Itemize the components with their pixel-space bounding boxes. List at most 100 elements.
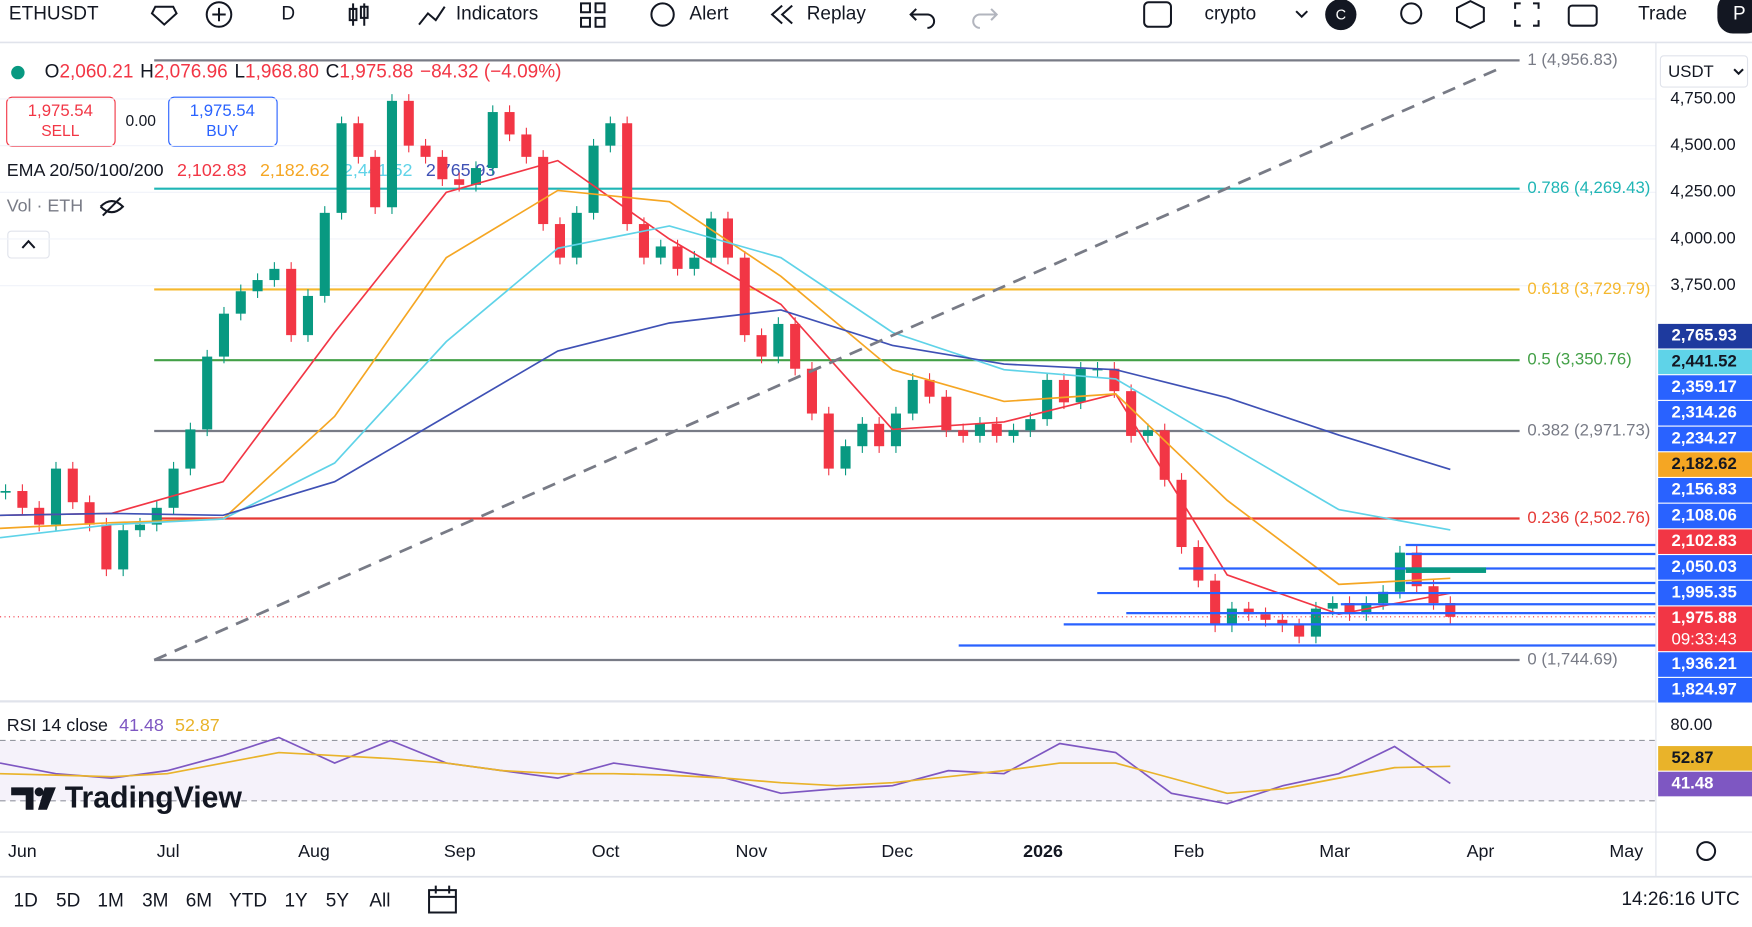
- ema-name: EMA 20/50/100/200: [7, 160, 164, 180]
- price-tag-label: 2,108.06: [1672, 505, 1737, 524]
- undo[interactable]: [909, 8, 936, 29]
- alert-icon: [650, 2, 675, 27]
- redo[interactable]: [972, 8, 999, 29]
- candle: [0, 491, 11, 493]
- range-button[interactable]: 1D: [14, 890, 38, 911]
- avatar[interactable]: C: [1336, 7, 1346, 23]
- replay[interactable]: Replay: [807, 4, 867, 25]
- price-tag: [1658, 606, 1752, 652]
- replay-icon: [770, 4, 793, 25]
- price-tick-label: 4,750.00: [1670, 88, 1735, 107]
- candle: [756, 335, 767, 357]
- hide-icon[interactable]: [99, 196, 125, 217]
- rsi-pane: [0, 736, 1656, 805]
- candle: [336, 123, 347, 213]
- time-label: Jun: [8, 841, 37, 861]
- buy-button[interactable]: [168, 96, 278, 147]
- time-label: Nov: [736, 841, 768, 861]
- price-tag-label: 2,765.93: [1672, 326, 1737, 345]
- candle: [554, 224, 565, 258]
- currency-select[interactable]: [1659, 55, 1749, 88]
- candle: [235, 291, 246, 314]
- collapse-button[interactable]: [7, 230, 50, 259]
- buy-price[interactable]: 1,975.54: [190, 101, 255, 120]
- range-button[interactable]: 3M: [142, 890, 168, 911]
- rsi-tag: [1658, 746, 1752, 771]
- interval[interactable]: D: [281, 4, 295, 25]
- range-button[interactable]: 1Y: [284, 890, 308, 911]
- range-button[interactable]: 1M: [97, 890, 123, 911]
- price-tag: [1658, 529, 1752, 554]
- candle: [1142, 430, 1153, 436]
- candle: [1126, 391, 1137, 436]
- price-tag-label: 2,441.52: [1672, 351, 1737, 370]
- candle: [823, 413, 834, 469]
- settings-icon[interactable]: [1456, 0, 1485, 30]
- ohlc-key: C: [326, 62, 340, 83]
- range-button[interactable]: 5Y: [326, 890, 350, 911]
- indicators[interactable]: Indicators: [456, 4, 538, 25]
- candle: [286, 268, 297, 336]
- price-tag: [1658, 677, 1752, 703]
- fib-label: 0.618 (3,729.79): [1527, 279, 1650, 298]
- fib-label: 0.382 (2,971.73): [1527, 420, 1650, 439]
- plot: 1 (4,956.83) 0.786 (4,269.43) 0.618 (3,729…: [0, 50, 1656, 668]
- time-label: Apr: [1467, 841, 1495, 861]
- alert[interactable]: Alert: [689, 4, 729, 25]
- publish-bg[interactable]: [1717, 0, 1752, 34]
- range-button[interactable]: 6M: [186, 890, 212, 911]
- rsi-line: [0, 751, 1451, 795]
- candle: [504, 112, 515, 135]
- candle: [1159, 430, 1170, 480]
- fullscreen-icon[interactable]: [1514, 2, 1540, 27]
- goto-date[interactable]: [428, 885, 457, 914]
- templates-icon[interactable]: [580, 2, 606, 28]
- collapse-chevron: [21, 239, 36, 249]
- candle: [1109, 368, 1120, 392]
- symbol-icon[interactable]: [150, 5, 178, 26]
- candle: [1042, 379, 1053, 420]
- candle: [958, 430, 969, 436]
- price-tag: [1658, 375, 1752, 400]
- symbol[interactable]: ETHUSDT: [9, 4, 99, 25]
- ohlc-key: O: [45, 62, 60, 83]
- candle: [857, 423, 868, 447]
- buy-label[interactable]: BUY: [206, 123, 239, 140]
- candle: [1378, 591, 1389, 604]
- snapshot-icon[interactable]: [1567, 4, 1598, 27]
- currency[interactable]: USDT: [1668, 62, 1714, 81]
- axis-settings[interactable]: [1696, 841, 1717, 861]
- fib-label: 1 (4,956.83): [1527, 50, 1617, 69]
- sell-label[interactable]: SELL: [41, 123, 80, 140]
- candle: [34, 507, 45, 525]
- time-label: Feb: [1173, 841, 1204, 861]
- layout-chevron[interactable]: [1295, 10, 1309, 19]
- chart-type-icon[interactable]: [348, 3, 369, 26]
- sell-price[interactable]: 1,975.54: [28, 101, 93, 120]
- avatar-bg[interactable]: [1325, 0, 1357, 31]
- price-tick-label: 4,000.00: [1670, 228, 1735, 247]
- candle: [202, 356, 213, 430]
- search-icon[interactable]: [1400, 2, 1423, 25]
- range-button[interactable]: All: [369, 890, 390, 911]
- price-tag: [1658, 349, 1752, 375]
- range-button[interactable]: YTD: [229, 890, 267, 911]
- candle: [218, 313, 230, 357]
- publish[interactable]: P: [1733, 4, 1746, 25]
- price-tag: [1658, 323, 1752, 349]
- candle: [974, 423, 985, 436]
- ema-line: [0, 189, 1451, 586]
- trade[interactable]: Trade: [1638, 4, 1687, 25]
- compare-icon[interactable]: [205, 1, 233, 28]
- candle: [1075, 368, 1086, 403]
- candle: [1294, 625, 1305, 637]
- layout-icon[interactable]: [1143, 1, 1172, 28]
- candle: [1008, 430, 1019, 436]
- sell-button[interactable]: [6, 96, 116, 147]
- price-tag-label: 1,936.21: [1672, 654, 1737, 673]
- change: −84.32 (−4.09%): [420, 62, 561, 83]
- candle: [622, 123, 633, 225]
- range-button[interactable]: 5D: [56, 890, 80, 911]
- layout-name[interactable]: crypto: [1205, 4, 1257, 25]
